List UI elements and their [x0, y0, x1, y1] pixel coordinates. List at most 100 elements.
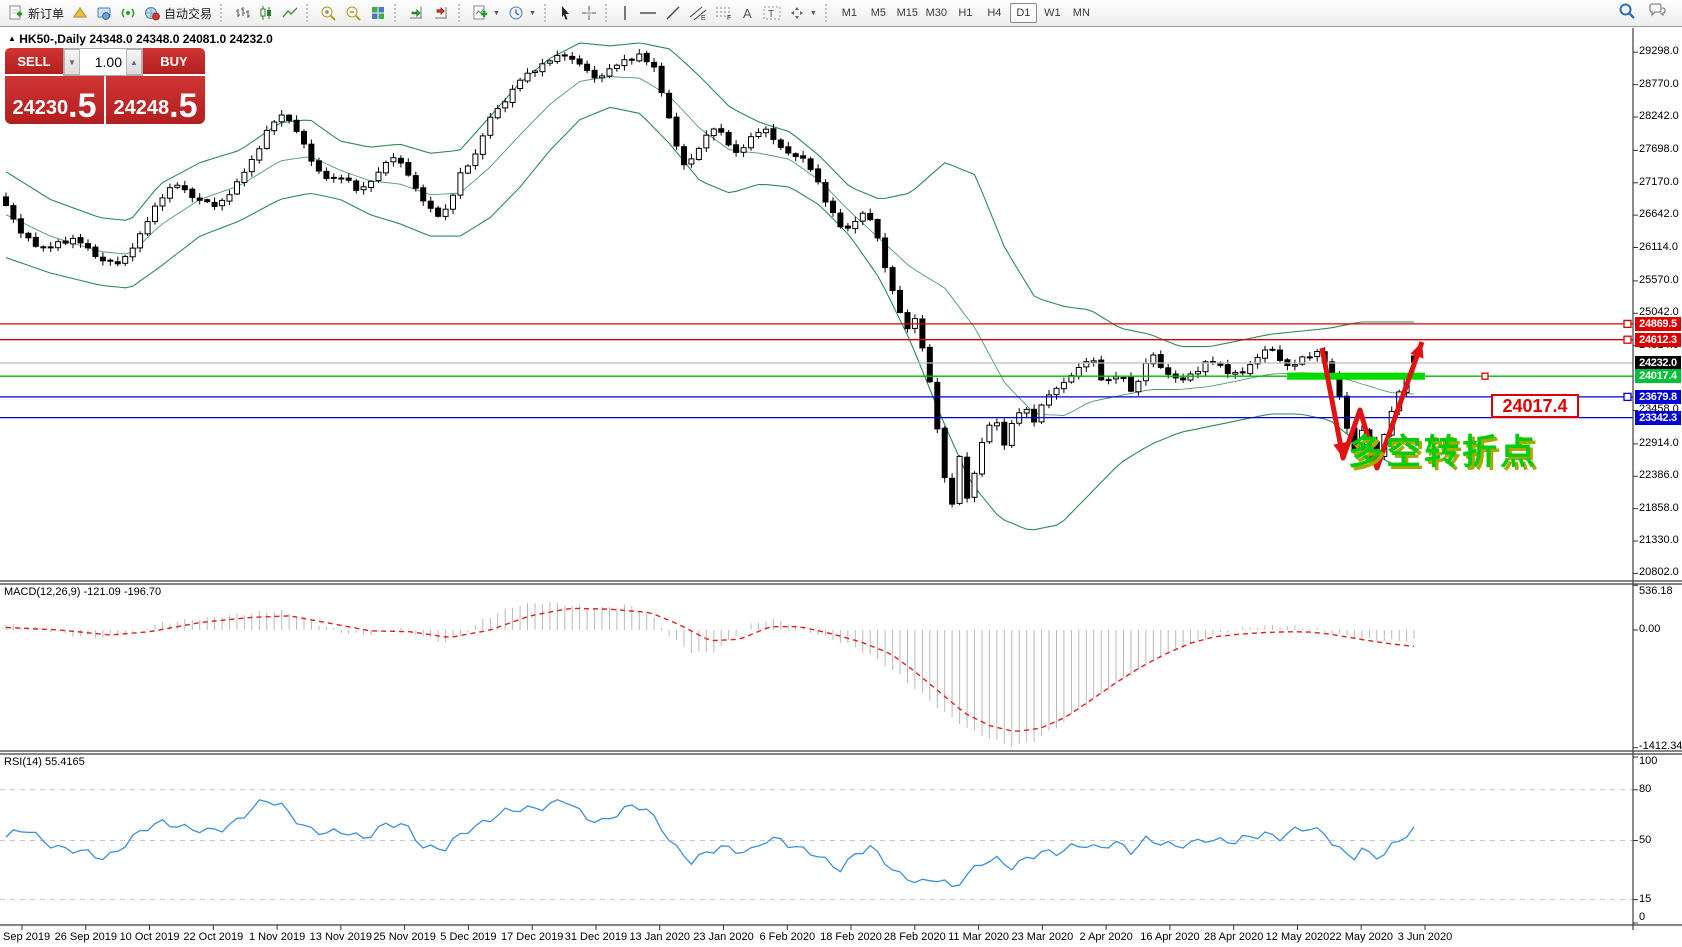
y-axis-tick-label: 28770.0	[1639, 77, 1679, 90]
volume-input[interactable]: 1.00	[94, 54, 122, 70]
tf-button-D1[interactable]: D1	[1009, 3, 1037, 23]
rsi-axis-label: 100	[1639, 755, 1658, 767]
dropdown-caret-icon: ▼	[809, 9, 817, 17]
vertical-line-button[interactable]	[615, 2, 635, 24]
chart-window[interactable]: ▲ HK50-,Daily 24348.0 24348.0 24081.0 24…	[0, 28, 1682, 947]
turning-point-annotation[interactable]: 多空转折点	[1348, 433, 1539, 472]
time-axis-label: 28 Feb 2020	[883, 931, 946, 943]
tf-button-M15[interactable]: M15	[896, 7, 919, 19]
tf-button-M1[interactable]: M1	[841, 7, 857, 19]
y-axis-tick-label: 28242.0	[1639, 109, 1679, 122]
candlestick-chart-button[interactable]	[254, 2, 278, 24]
time-axis-label: 18 Feb 2020	[820, 931, 882, 943]
line-chart-button[interactable]	[278, 2, 302, 24]
text-label-button[interactable]: T	[759, 2, 785, 24]
periods-button[interactable]: ▼	[504, 2, 540, 24]
y-axis-tick-label: 26114.0	[1639, 240, 1678, 253]
tf-button-MN[interactable]: MN	[1072, 7, 1090, 19]
buy-button[interactable]: BUY	[143, 48, 205, 76]
time-axis-label: 23 Mar 2020	[1011, 931, 1074, 943]
tf-button-H4[interactable]: H4	[987, 7, 1002, 19]
buy-price[interactable]: 24248.5	[106, 76, 205, 124]
fibonacci-button[interactable]: F	[711, 2, 737, 24]
tf-button-M30[interactable]: M30	[925, 7, 948, 19]
tf-button-W1[interactable]: W1	[1044, 7, 1061, 19]
arrows-button[interactable]: ▼	[785, 2, 821, 24]
chat-icon[interactable]	[1648, 2, 1668, 25]
cursor-button[interactable]	[554, 2, 577, 24]
crosshair-button[interactable]	[577, 2, 601, 24]
time-axis-label: 13 Jan 2020	[629, 931, 690, 943]
tf-button-H1[interactable]: H1	[958, 7, 973, 19]
text-button[interactable]: A	[737, 2, 759, 24]
zoom-in-button[interactable]	[316, 2, 341, 24]
timeframe-bar: M1 M5 M15 M30 H1 H4 D1 W1 MN	[835, 3, 1096, 23]
volume-decrease-button[interactable]: ▼	[64, 49, 80, 75]
auto-trading-icon	[144, 5, 160, 21]
toolbar-separator	[220, 4, 226, 22]
y-axis-tick-label: 29298.0	[1639, 45, 1679, 58]
auto-scroll-button[interactable]	[404, 2, 429, 24]
terminal-button[interactable]	[92, 2, 116, 24]
toolbar: 新订单 自动交易 ▼ ▼ E F A T ▼ M1 M5 M15 M30 H1 H4 D1 W…	[0, 0, 1682, 27]
time-axis-label: 10 Oct 2019	[119, 931, 180, 943]
time-axis-label: 16 Apr 2020	[1140, 931, 1200, 943]
y-axis-tick-label: 22914.0	[1639, 436, 1679, 449]
toolbar-separator	[306, 4, 312, 22]
symbol-arrow-icon: ▲	[8, 34, 16, 43]
volume-increase-button[interactable]: ▲	[126, 49, 142, 75]
toolbar-separator	[543, 4, 550, 22]
time-axis-label: 17 Dec 2019	[500, 931, 564, 943]
time-axis-label: 23 Jan 2020	[693, 931, 754, 943]
sell-button[interactable]: SELL	[5, 48, 63, 76]
volume-stepper: ▼ 1.00 ▲	[63, 48, 143, 76]
y-axis-tick-label: 20802.0	[1639, 566, 1679, 579]
signal-button[interactable]	[116, 2, 140, 24]
horizontal-line-button[interactable]	[635, 2, 661, 24]
rsi-axis-label: 50	[1639, 833, 1652, 846]
dropdown-caret-icon: ▼	[493, 9, 500, 17]
time-axis-label: 25 Nov 2019	[373, 931, 436, 943]
equidistant-channel-button[interactable]: E	[685, 2, 711, 24]
market-watch-button[interactable]	[68, 2, 92, 24]
svg-text:F: F	[727, 15, 731, 21]
indicators-button[interactable]: ▼	[468, 2, 504, 24]
toolbar-separator	[394, 4, 400, 22]
time-axis-label: 5 Dec 2019	[440, 931, 497, 943]
time-axis-label: 22 May 2020	[1329, 931, 1394, 943]
zoom-out-button[interactable]	[341, 2, 366, 24]
y-axis-tick-label: 27698.0	[1639, 143, 1679, 156]
y-axis-tick-label: 22386.0	[1639, 469, 1679, 482]
price-badge: 23342.3	[1635, 410, 1681, 425]
time-axis-label: 2 Apr 2020	[1079, 931, 1133, 943]
chart-title: ▲ HK50-,Daily 24348.0 24348.0 24081.0 24…	[8, 32, 273, 46]
sell-price[interactable]: 24230.5	[5, 76, 104, 124]
bar-chart-button[interactable]	[230, 2, 254, 24]
terminal-icon	[96, 5, 112, 21]
macd-values: -121.09 -196.70	[83, 586, 162, 598]
y-axis-tick-label: 25042.0	[1639, 306, 1679, 319]
chart-canvas[interactable]	[0, 28, 1682, 947]
rsi-value: 55.4165	[44, 756, 85, 768]
auto-trading-button[interactable]: 自动交易	[140, 2, 216, 24]
time-axis-label: 26 Sep 2019	[54, 931, 117, 943]
sell-price-main: 24230	[12, 97, 69, 119]
buy-price-frac: .5	[169, 87, 198, 125]
auto-trading-label: 自动交易	[164, 6, 213, 21]
price-callout[interactable]: 24017.4	[1491, 394, 1579, 418]
price-badge: 24612.3	[1635, 332, 1681, 347]
time-axis-label: 22 Oct 2019	[183, 931, 244, 943]
new-order-button[interactable]: 新订单	[4, 2, 68, 24]
chart-shift-button[interactable]	[429, 2, 454, 24]
time-axis-label: 31 Dec 2019	[564, 931, 628, 943]
rsi-label: RSI(14) 55.4165	[4, 756, 85, 768]
svg-text:A: A	[743, 6, 752, 21]
new-order-label: 新订单	[28, 6, 65, 21]
svg-text:T: T	[768, 9, 774, 20]
tf-button-M5[interactable]: M5	[870, 7, 886, 19]
price-badge: 24017.4	[1635, 369, 1681, 384]
rsi-axis-label: 0	[1639, 911, 1646, 923]
tile-windows-button[interactable]	[366, 2, 390, 24]
search-icon[interactable]	[1618, 2, 1636, 25]
trendline-button[interactable]	[661, 2, 685, 24]
